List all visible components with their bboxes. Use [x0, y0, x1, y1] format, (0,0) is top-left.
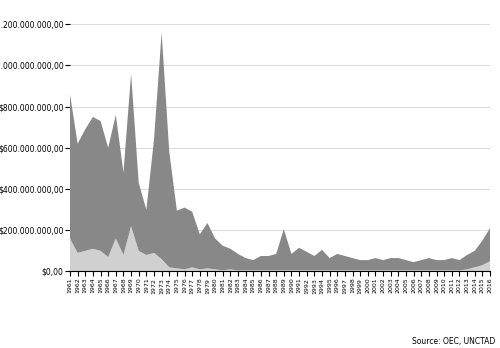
Text: Source: OEC, UNCTAD: Source: OEC, UNCTAD	[412, 337, 495, 346]
